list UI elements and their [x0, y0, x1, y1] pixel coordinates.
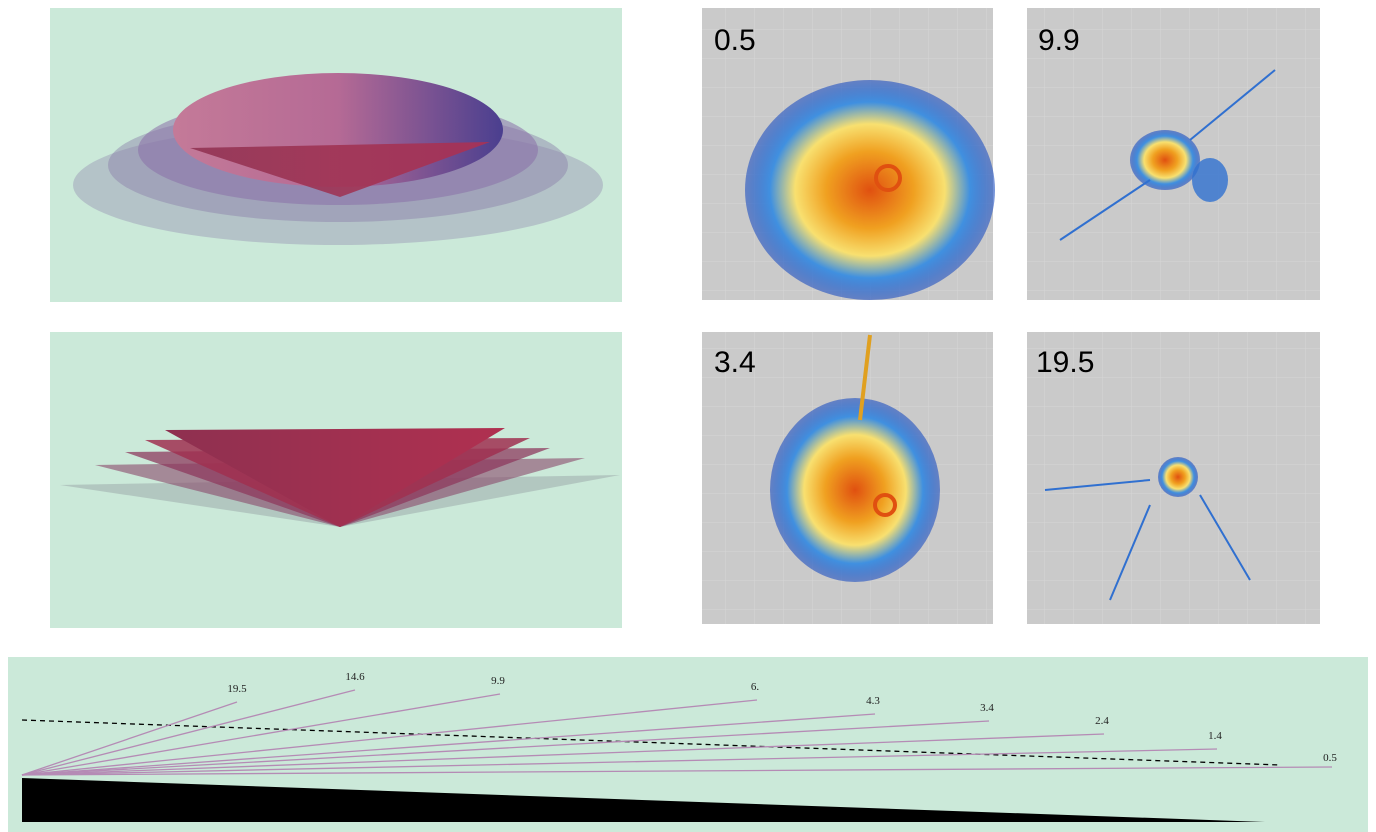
radar-panel: 0.5	[702, 8, 995, 300]
beam-label: 4.3	[866, 695, 880, 707]
beam-diagram: 19.5 14.6 9.9 6. 4.3 3.4 2.4 1.4 0.5	[8, 657, 1368, 832]
beam-label: 9.9	[491, 675, 505, 687]
beam-label: 6.	[751, 681, 760, 693]
beam-label: 14.6	[345, 671, 365, 683]
beam-label: 1.4	[1208, 730, 1222, 742]
radar-panel: 3.4	[702, 332, 993, 624]
beam-label: 0.5	[1323, 752, 1337, 764]
beam-label: 3.4	[980, 702, 994, 714]
figure: 0.5 9.9 3.4 19.5 19.5	[0, 0, 1376, 832]
elevation-label: 9.9	[1038, 24, 1080, 57]
elevation-label: 0.5	[714, 24, 756, 57]
cone-view-top	[50, 8, 622, 302]
radar-panel: 9.9	[1027, 8, 1320, 300]
elevation-label: 3.4	[714, 346, 756, 379]
beam-label: 2.4	[1095, 715, 1109, 727]
cone-view-side	[50, 332, 622, 628]
beam-label: 19.5	[227, 683, 247, 695]
elevation-label: 19.5	[1036, 346, 1094, 379]
radar-panel: 19.5	[1027, 332, 1320, 624]
